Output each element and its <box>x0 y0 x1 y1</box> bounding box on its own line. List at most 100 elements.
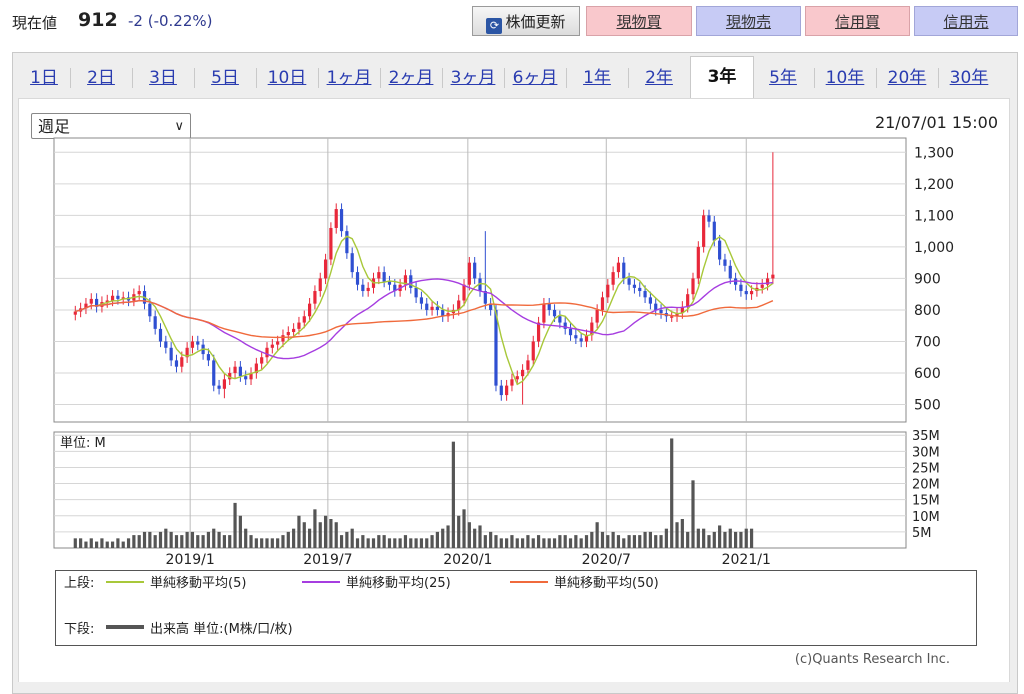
candle-body <box>568 328 573 336</box>
legend-sma5-label: 単純移動平均(5) <box>150 576 247 591</box>
tab-5[interactable]: 1ヶ月 <box>318 58 380 98</box>
volume-bar <box>536 535 541 548</box>
volume-bar <box>643 531 647 548</box>
volume-bar <box>414 538 418 548</box>
candle-body <box>366 287 370 292</box>
margin-sell-label: 信用売 <box>943 13 989 31</box>
chart-timestamp: 21/07/01 15:00 <box>874 113 998 132</box>
volume-bar <box>249 535 253 548</box>
margin-sell-button[interactable]: 信用売 <box>914 6 1018 36</box>
volume-bar <box>281 535 285 548</box>
candle-body <box>691 278 695 295</box>
tab-separator <box>194 68 195 88</box>
volume-bar <box>126 538 131 548</box>
legend-sma5-swatch <box>106 581 144 583</box>
volume-bar <box>563 535 567 548</box>
tab-1[interactable]: 2日 <box>70 58 132 98</box>
candle-body <box>355 272 360 285</box>
tab-label: 10年 <box>825 68 865 88</box>
refresh-price-button[interactable]: ⟳ 株価更新 <box>472 6 580 36</box>
quote-header: 現在値 912 -2 (-0.22%) ⟳ 株価更新 現物買 現物売 信用買 信用… <box>0 0 1024 46</box>
candle-body <box>414 287 418 298</box>
volume-bar <box>95 541 99 548</box>
candle-body <box>254 363 258 374</box>
volume-tick-label: 10M <box>912 510 940 525</box>
tab-3[interactable]: 5日 <box>194 58 256 98</box>
candle-body <box>158 328 163 342</box>
candle-body <box>462 284 466 301</box>
candle-body <box>579 338 583 342</box>
spot-sell-button[interactable]: 現物売 <box>696 6 801 36</box>
volume-bar <box>153 535 157 548</box>
tab-15[interactable]: 30年 <box>938 58 1000 98</box>
x-tick-label: 2020/1 <box>443 552 492 568</box>
candle-body <box>217 385 221 389</box>
tab-separator <box>70 68 71 88</box>
tab-2[interactable]: 3日 <box>132 58 194 98</box>
tab-13[interactable]: 10年 <box>814 58 876 98</box>
volume-bar <box>222 535 226 548</box>
volume-bar <box>142 531 147 548</box>
volume-bar <box>339 535 344 548</box>
volume-bar <box>584 535 589 548</box>
candle-body <box>457 300 461 310</box>
legend-sma50: 単純移動平均(50) <box>502 575 659 593</box>
tab-9[interactable]: 1年 <box>566 58 628 98</box>
tab-12[interactable]: 5年 <box>752 58 814 98</box>
candle-body <box>382 272 386 282</box>
candle-body <box>749 291 754 295</box>
tab-10[interactable]: 2年 <box>628 58 690 98</box>
candle-body <box>95 298 99 307</box>
candle-body <box>606 284 610 298</box>
price-tick-label: 1,200 <box>914 177 954 193</box>
margin-buy-button[interactable]: 信用買 <box>805 6 910 36</box>
volume-bar <box>169 531 173 548</box>
candle-body <box>643 291 647 298</box>
tab-7[interactable]: 3ヶ月 <box>442 58 504 98</box>
margin-buy-label: 信用買 <box>834 13 880 31</box>
tab-14[interactable]: 20年 <box>876 58 938 98</box>
volume-bar <box>308 528 312 548</box>
candle-body <box>137 291 141 295</box>
legend-volume: 出来高 単位:(M株/口/枚) <box>98 621 293 639</box>
tab-11[interactable]: 3年 <box>690 56 754 100</box>
candle-body <box>670 316 674 318</box>
tab-separator <box>504 68 505 88</box>
tab-separator <box>442 68 443 88</box>
volume-bar <box>606 535 610 548</box>
volume-bar <box>579 538 583 548</box>
volume-bar <box>590 531 594 548</box>
tab-8[interactable]: 6ヶ月 <box>504 58 566 98</box>
x-tick-label: 2020/7 <box>582 552 631 568</box>
candle-body <box>584 335 589 342</box>
candle-body <box>249 373 253 380</box>
refresh-price-label: 株価更新 <box>505 13 566 31</box>
candle-body <box>339 209 344 232</box>
volume-bar <box>702 528 706 548</box>
candle-body <box>622 262 626 279</box>
volume-bar <box>212 528 216 548</box>
copyright: (c)Quants Research Inc. <box>794 652 950 667</box>
tab-separator <box>566 68 567 88</box>
volume-bar <box>600 531 605 548</box>
volume-bar <box>558 535 562 548</box>
volume-bar <box>446 525 450 548</box>
candle-body <box>190 341 195 348</box>
volume-bar <box>712 531 716 548</box>
tab-separator <box>380 68 381 88</box>
volume-bar <box>457 515 461 548</box>
candle-body <box>409 275 413 288</box>
volume-bar <box>489 531 493 548</box>
volume-bar <box>398 538 402 548</box>
refresh-icon: ⟳ <box>486 18 503 34</box>
candle-body <box>84 303 88 309</box>
tab-6[interactable]: 2ヶ月 <box>380 58 442 98</box>
tab-4[interactable]: 10日 <box>256 58 318 98</box>
volume-bar <box>734 531 738 548</box>
tab-0[interactable]: 1日 <box>18 58 70 98</box>
candle-body <box>627 278 631 285</box>
candle-body <box>228 373 232 380</box>
candle-body <box>505 385 509 396</box>
spot-buy-button[interactable]: 現物買 <box>586 6 692 36</box>
candle-body <box>542 303 546 323</box>
